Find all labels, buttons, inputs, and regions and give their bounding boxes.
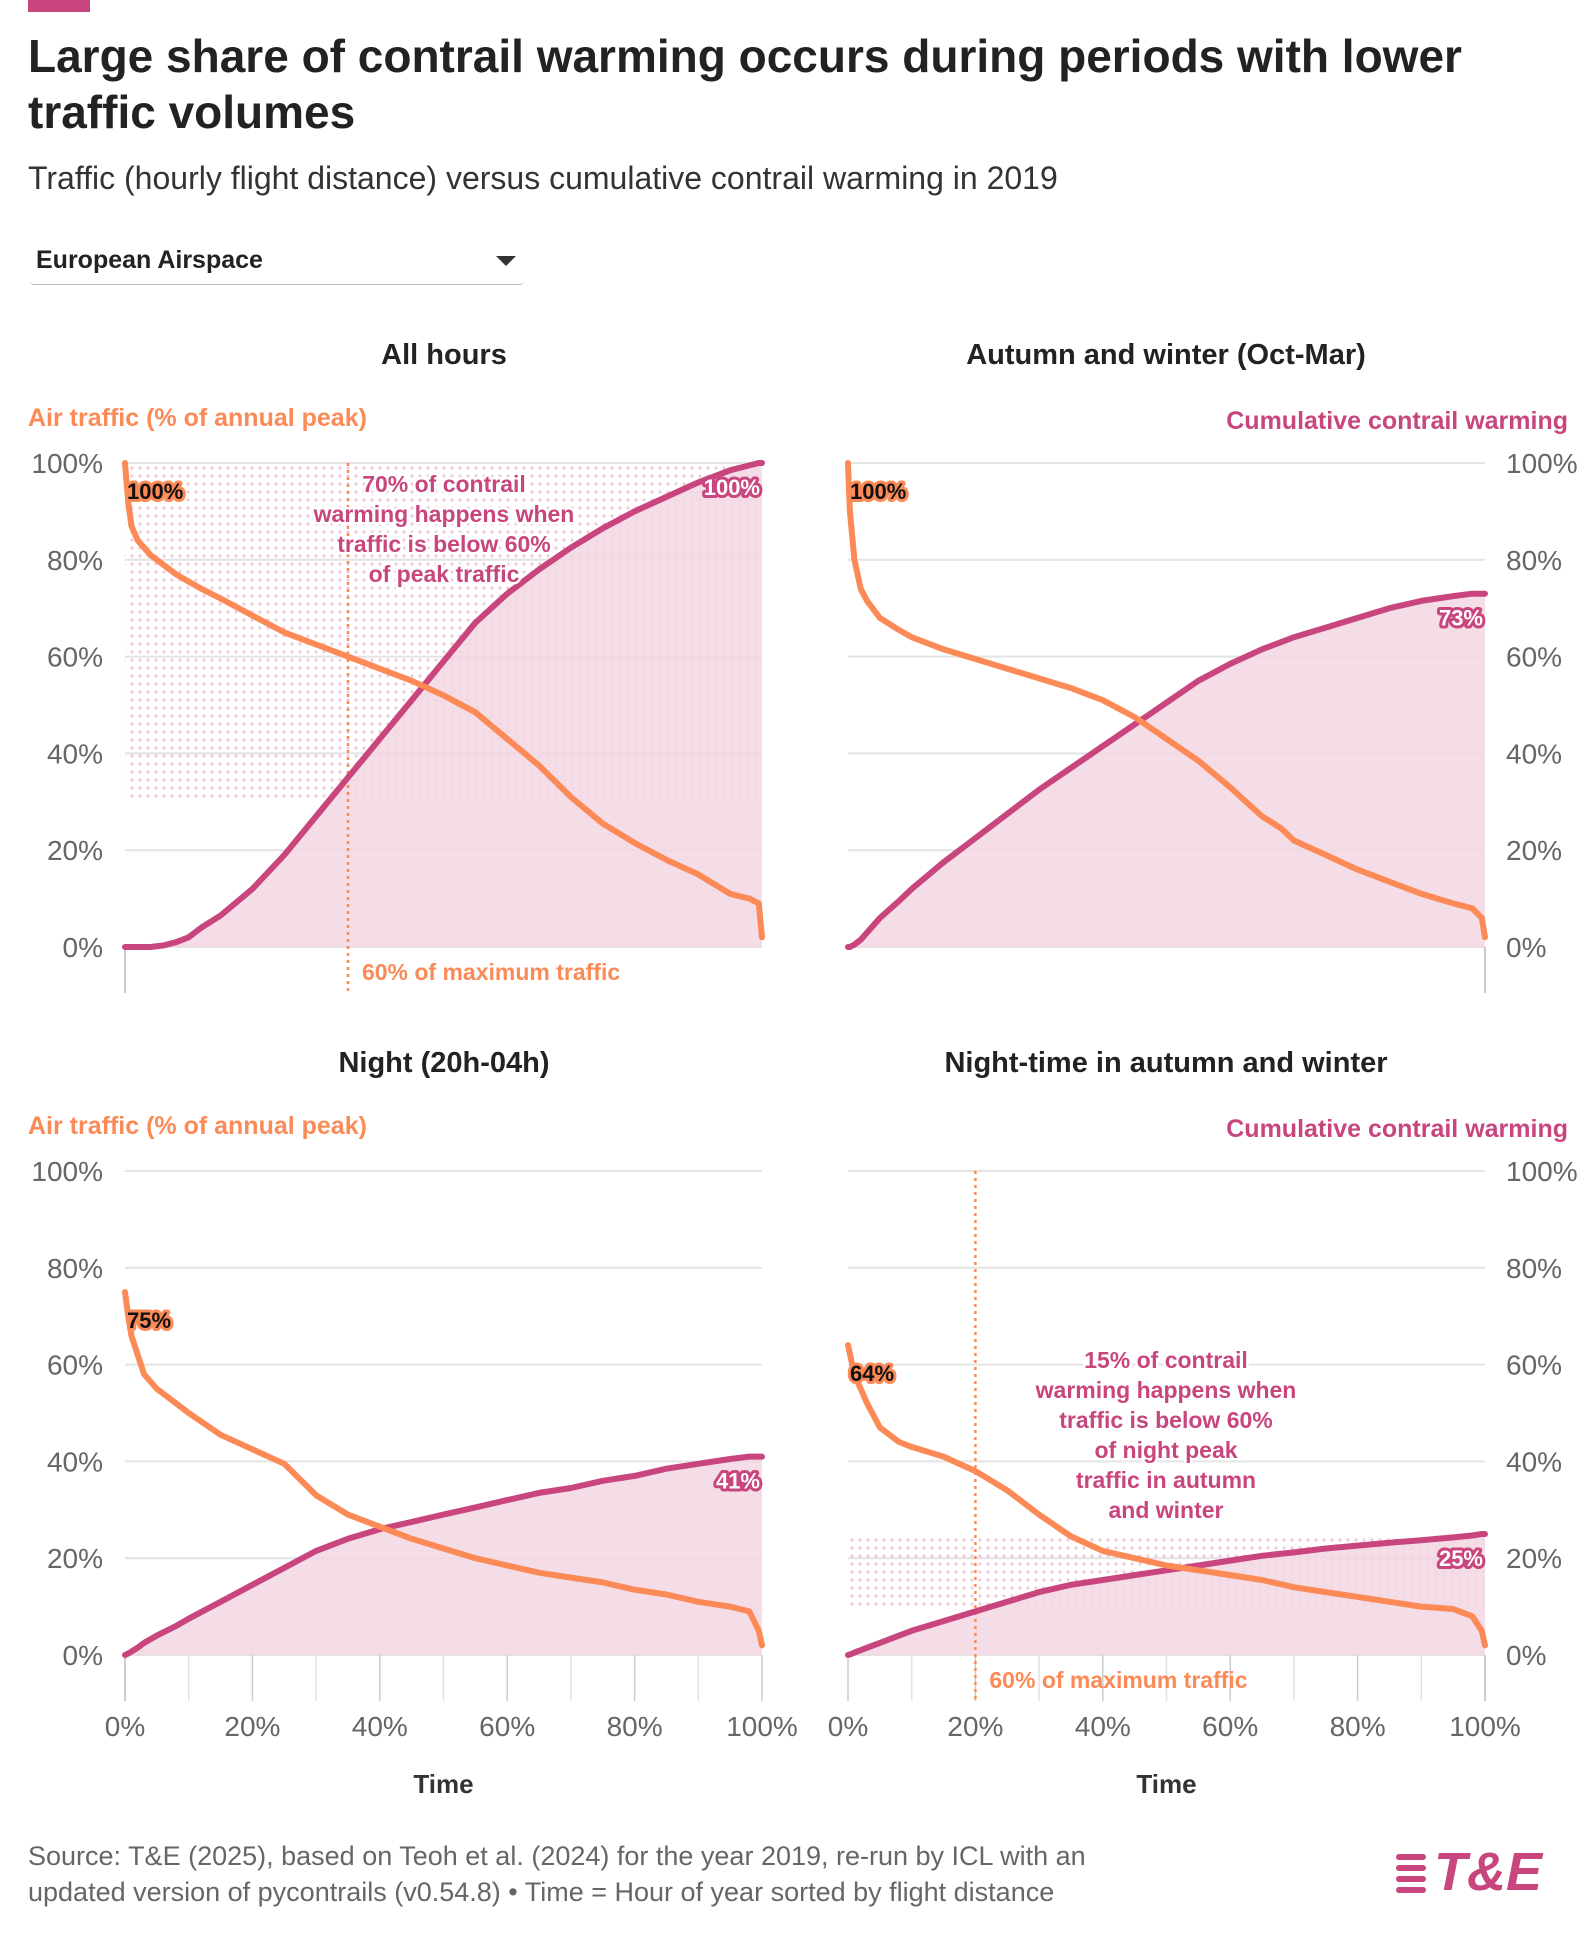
y-tick-label: 20%	[1506, 1543, 1562, 1574]
y-tick-label: 60%	[47, 1350, 103, 1381]
y-tick-label: 60%	[1506, 642, 1562, 673]
traffic-start-label: 100%	[127, 479, 183, 504]
chart-subtitle: Traffic (hourly flight distance) versus …	[28, 160, 1058, 197]
annotation-line: warming happens when	[313, 501, 575, 527]
y-tick-label: 0%	[63, 932, 103, 963]
y-tick-label: 40%	[1506, 738, 1562, 769]
y-tick-label: 40%	[1506, 1446, 1562, 1477]
y-tick-label: 80%	[47, 545, 103, 576]
warming-end-label: 25%	[1439, 1546, 1483, 1571]
y-tick-label: 20%	[1506, 835, 1562, 866]
x-tick-label: 0%	[105, 1711, 145, 1742]
chart-panel-2: Autumn and winter (Oct-Mar) Cumulative co…	[848, 339, 1578, 993]
warming-end-label: 41%	[716, 1469, 760, 1494]
logo-stripes-icon	[1396, 1854, 1426, 1898]
y-tick-label: 80%	[47, 1253, 103, 1284]
y-tick-label: 20%	[47, 835, 103, 866]
x-axis-title: Time	[1136, 1769, 1196, 1799]
chart-title: Large share of contrail warming occurs d…	[28, 28, 1548, 140]
traffic-start-label: 75%	[127, 1308, 171, 1333]
y-tick-label: 100%	[1506, 448, 1578, 479]
panel-title: Autumn and winter (Oct-Mar)	[966, 339, 1366, 371]
region-dropdown-value: European Airspace	[36, 246, 263, 275]
y-tick-label: 100%	[1506, 1156, 1578, 1187]
y-tick-label: 20%	[47, 1543, 103, 1574]
caret-down-icon	[496, 256, 516, 266]
warming-end-label: 100%	[704, 475, 760, 500]
left-axis-label: Air traffic (% of annual peak)	[28, 1112, 367, 1140]
chart-panel-4: Night-time in autumn and winter Cumulativ…	[828, 1047, 1578, 1799]
annotation-line: of peak traffic	[369, 561, 520, 587]
accent-bar	[28, 0, 90, 12]
x-tick-label: 20%	[224, 1711, 280, 1742]
y-tick-label: 60%	[1506, 1350, 1562, 1381]
x-tick-label: 80%	[1330, 1711, 1386, 1742]
logo-text: T&E	[1434, 1842, 1542, 1902]
y-tick-label: 80%	[1506, 1253, 1562, 1284]
y-tick-label: 80%	[1506, 545, 1562, 576]
panel-title: Night (20h-04h)	[338, 1047, 549, 1079]
x-axis-title: Time	[413, 1769, 473, 1799]
footer-line-1: Source: T&E (2025), based on Teoh et al.…	[28, 1838, 1086, 1874]
y-tick-label: 40%	[47, 1446, 103, 1477]
x-tick-label: 60%	[1202, 1711, 1258, 1742]
x-tick-label: 100%	[726, 1711, 798, 1742]
chart-panel-3: Night (20h-04h) Air traffic (% of annual …	[28, 1047, 798, 1799]
x-tick-label: 20%	[947, 1711, 1003, 1742]
traffic-start-label: 64%	[850, 1361, 894, 1386]
right-axis-label: Cumulative contrail warming	[1226, 1115, 1568, 1143]
footer-source: Source: T&E (2025), based on Teoh et al.…	[28, 1838, 1086, 1910]
x-tick-label: 40%	[1075, 1711, 1131, 1742]
annotation-line: traffic in autumn	[1076, 1467, 1256, 1493]
panel-title: Night-time in autumn and winter	[944, 1047, 1387, 1079]
left-axis-label: Air traffic (% of annual peak)	[28, 404, 367, 432]
y-tick-label: 100%	[31, 448, 103, 479]
x-tick-label: 40%	[352, 1711, 408, 1742]
threshold-label: 60% of maximum traffic	[989, 1667, 1247, 1693]
y-tick-label: 0%	[1506, 932, 1546, 963]
warming-area	[125, 1457, 762, 1655]
charts-area: All hours Air traffic (% of annual peak) 0…	[0, 300, 1588, 1820]
y-tick-label: 60%	[47, 642, 103, 673]
x-tick-label: 0%	[828, 1711, 868, 1742]
y-tick-label: 0%	[1506, 1640, 1546, 1671]
annotation-line: and winter	[1108, 1497, 1223, 1523]
region-dropdown[interactable]: European Airspace	[30, 236, 524, 285]
x-tick-label: 100%	[1449, 1711, 1521, 1742]
x-tick-label: 60%	[479, 1711, 535, 1742]
y-tick-label: 100%	[31, 1156, 103, 1187]
traffic-start-label: 100%	[850, 479, 906, 504]
annotation-line: warming happens when	[1035, 1377, 1297, 1403]
annotation-line: traffic is below 60%	[337, 531, 550, 557]
y-tick-label: 0%	[63, 1640, 103, 1671]
panel-title: All hours	[381, 339, 507, 371]
x-tick-label: 80%	[607, 1711, 663, 1742]
right-axis-label: Cumulative contrail warming	[1226, 407, 1568, 435]
y-tick-label: 40%	[47, 738, 103, 769]
te-logo: T&E	[1396, 1842, 1566, 1902]
annotation-line: 70% of contrail	[362, 471, 526, 497]
annotation-line: 15% of contrail	[1084, 1347, 1248, 1373]
footer-line-2: updated version of pycontrails (v0.54.8)…	[28, 1874, 1086, 1910]
chart-panel-1: All hours Air traffic (% of annual peak) 0…	[28, 339, 762, 993]
annotation-line: of night peak	[1094, 1437, 1237, 1463]
warming-end-label: 73%	[1439, 606, 1483, 631]
annotation-line: traffic is below 60%	[1059, 1407, 1272, 1433]
threshold-label: 60% of maximum traffic	[362, 959, 620, 985]
